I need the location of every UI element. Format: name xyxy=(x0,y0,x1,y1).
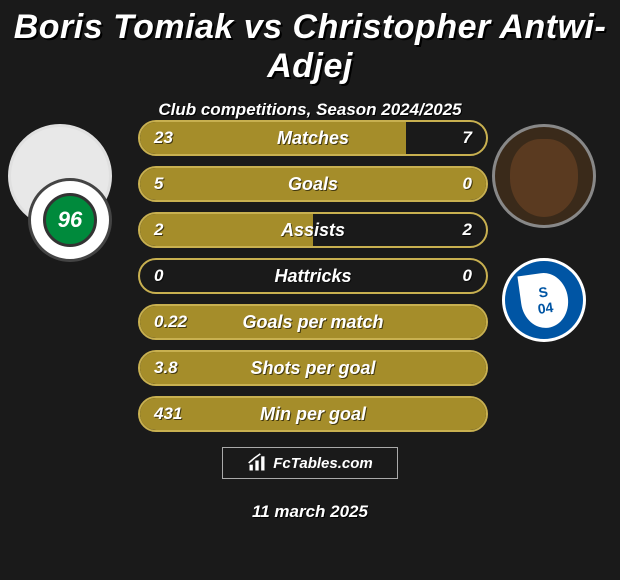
stat-right-value: 0 xyxy=(463,266,472,286)
club-left-short: 96 xyxy=(43,193,98,248)
comparison-subtitle: Club competitions, Season 2024/2025 xyxy=(0,100,620,120)
stat-row: 5Goals0 xyxy=(138,166,488,202)
player-silhouette xyxy=(510,139,579,217)
stat-label: Hattricks xyxy=(140,266,486,287)
stat-label: Shots per goal xyxy=(140,358,486,379)
stat-label: Min per goal xyxy=(140,404,486,425)
brand-box: FcTables.com xyxy=(222,447,398,479)
stat-row: 23Matches7 xyxy=(138,120,488,156)
club-right-short: 04 xyxy=(536,299,554,317)
stats-container: 23Matches75Goals02Assists20Hattricks00.2… xyxy=(138,120,488,442)
stat-row: 0.22Goals per match xyxy=(138,304,488,340)
club-badge-left: 96 xyxy=(28,178,112,262)
stat-right-value: 7 xyxy=(463,128,472,148)
stat-right-value: 0 xyxy=(463,174,472,194)
stat-label: Goals xyxy=(140,174,486,195)
stat-label: Goals per match xyxy=(140,312,486,333)
stat-row: 0Hattricks0 xyxy=(138,258,488,294)
brand-label: FcTables.com xyxy=(273,455,372,472)
chart-icon xyxy=(247,453,267,473)
stat-row: 3.8Shots per goal xyxy=(138,350,488,386)
comparison-date: 11 march 2025 xyxy=(0,502,620,522)
club-badge-right: S 04 xyxy=(502,258,586,342)
stat-label: Matches xyxy=(140,128,486,149)
comparison-title: Boris Tomiak vs Christopher Antwi-Adjej xyxy=(0,0,620,86)
club-right-letter: S xyxy=(537,284,548,301)
player-right-photo xyxy=(492,124,596,228)
stat-right-value: 2 xyxy=(463,220,472,240)
stat-label: Assists xyxy=(140,220,486,241)
stat-row: 2Assists2 xyxy=(138,212,488,248)
stat-row: 431Min per goal xyxy=(138,396,488,432)
